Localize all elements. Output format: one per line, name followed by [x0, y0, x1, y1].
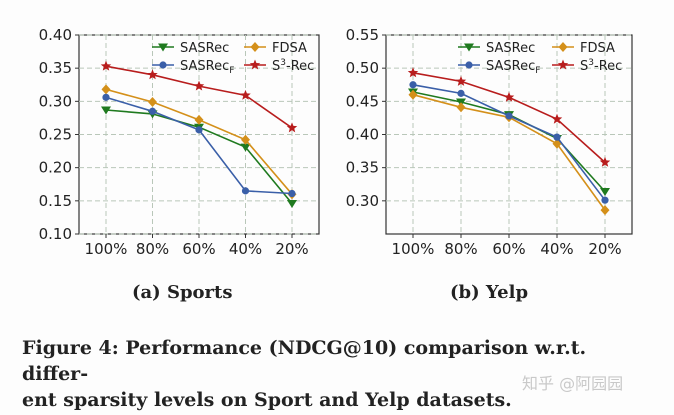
- yelp-series-2-point: [601, 196, 609, 204]
- yelp-series-1-point: [600, 205, 610, 216]
- sports-x-tick-label: 40%: [229, 240, 262, 258]
- yelp-series-3-point: [407, 67, 419, 78]
- sports-legend-marker-3: [249, 59, 261, 70]
- yelp-legend-label-0: SASRec: [486, 41, 535, 56]
- sports-y-tick-label: 0.30: [39, 92, 72, 110]
- yelp-series-3-point: [503, 91, 515, 102]
- yelp-series-3-point: [551, 113, 563, 124]
- watermark: 知乎 @阿园园: [522, 374, 624, 393]
- sports-legend-marker-0: [158, 43, 168, 52]
- yelp-y-tick-label: 0.35: [346, 159, 379, 177]
- yelp-x-tick-label: 100%: [392, 240, 435, 258]
- sports-series-1-point: [194, 114, 204, 125]
- yelp-series-3-point: [599, 156, 611, 167]
- yelp-legend-marker-2: [465, 61, 473, 69]
- sports-y-tick-label: 0.20: [39, 159, 72, 177]
- yelp-series-3-point: [455, 75, 467, 86]
- sports-y-tick-label: 0.40: [39, 26, 72, 44]
- figure-caption-line1: Figure 4: Performance (NDCG@10) comparis…: [22, 337, 587, 385]
- sports-x-tick-label: 20%: [275, 240, 308, 258]
- sports-series-1-point: [148, 96, 157, 107]
- sports-series-0-point: [287, 199, 297, 208]
- sports-series-3-point: [286, 122, 298, 133]
- yelp-y-tick-label: 0.40: [346, 126, 379, 144]
- yelp-y-tick-label: 0.30: [346, 192, 379, 210]
- sports-legend-label-3: S3-Rec: [272, 58, 314, 74]
- yelp-x-tick-label: 20%: [588, 240, 621, 258]
- sports-series-2-point: [102, 93, 110, 101]
- sports-series-0-point: [101, 106, 111, 115]
- yelp-legend-label-2: SASRecF: [486, 59, 540, 76]
- caption-yelp: (b) Yelp: [450, 282, 529, 303]
- sports-legend-label-0: SASRec: [180, 41, 229, 56]
- sports-y-tick-label: 0.15: [39, 192, 72, 210]
- yelp-x-tick-label: 60%: [492, 240, 525, 258]
- sports-series-0-point: [240, 143, 251, 152]
- sports-series-2-point: [195, 126, 203, 134]
- sports-legend-label-2: SASRecF: [180, 59, 234, 76]
- yelp-series-2-point: [409, 81, 417, 89]
- sports-x-tick-label: 100%: [85, 240, 128, 258]
- sports-y-tick-label: 0.25: [39, 126, 72, 144]
- yelp-series-2-point: [457, 89, 465, 97]
- yelp-legend-marker-0: [464, 43, 474, 52]
- yelp-y-tick-label: 0.50: [346, 59, 379, 77]
- yelp-legend-marker-3: [557, 59, 569, 70]
- sports-series-3-point: [193, 80, 205, 91]
- yelp-legend-label-3: S3-Rec: [580, 58, 622, 74]
- yelp-x-tick-label: 80%: [444, 240, 477, 258]
- sports-legend-marker-1: [250, 42, 260, 52]
- yelp-series-0-point: [600, 188, 610, 197]
- sports-x-tick-label: 60%: [182, 240, 215, 258]
- sports-series-2-point: [241, 187, 250, 195]
- figure-caption-line2: ent sparsity levels on Sport and Yelp da…: [22, 389, 512, 411]
- sports-series-3-point: [240, 89, 251, 100]
- sports-x-tick-label: 80%: [136, 240, 169, 258]
- sports-series-3-point: [147, 69, 158, 80]
- yelp-y-tick-label: 0.45: [346, 92, 379, 110]
- yelp-y-tick-label: 0.55: [346, 26, 379, 44]
- sports-legend-label-1: FDSA: [272, 41, 307, 56]
- sports-series-1-point: [101, 84, 111, 95]
- yelp-series-2-point: [505, 112, 513, 120]
- yelp-series-1-point: [408, 89, 418, 100]
- yelp-legend-marker-1: [558, 42, 568, 52]
- sports-y-tick-label: 0.35: [39, 59, 72, 77]
- sports-series-2-point: [148, 107, 157, 115]
- figure-caption: Figure 4: Performance (NDCG@10) comparis…: [22, 335, 652, 413]
- yelp-x-tick-label: 40%: [540, 240, 573, 258]
- sports-legend-marker-2: [159, 61, 167, 69]
- yelp-series-2-point: [553, 133, 561, 141]
- sports-y-tick-label: 0.10: [39, 225, 72, 243]
- yelp-series-1-point: [456, 102, 466, 113]
- sports-series-2-point: [288, 189, 296, 198]
- yelp-legend-label-1: FDSA: [580, 41, 615, 56]
- caption-sports: (a) Sports: [132, 282, 233, 303]
- sports-series-3-point: [100, 60, 112, 71]
- sports-series-1-point: [241, 134, 250, 145]
